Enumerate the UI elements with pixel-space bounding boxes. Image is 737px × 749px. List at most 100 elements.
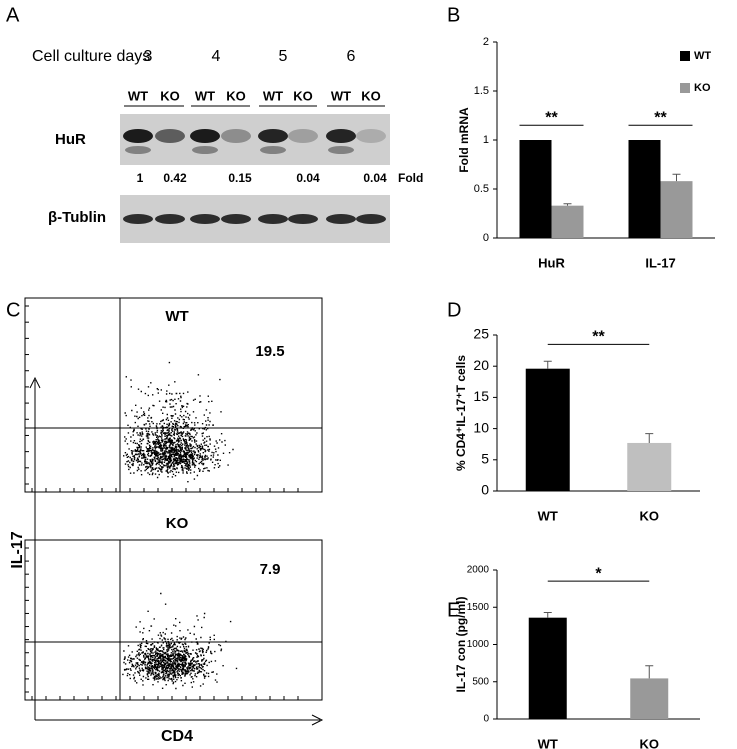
y-tick-label: 20: [473, 357, 489, 373]
y-tick-label: 25: [473, 326, 489, 342]
fold-value: 1: [137, 171, 144, 185]
fold-value: 0.15: [228, 171, 252, 185]
y-tick-label: 1: [483, 134, 489, 146]
band: [125, 146, 151, 154]
band: [258, 214, 288, 224]
error-bar: [645, 665, 654, 679]
band: [356, 214, 386, 224]
significance-mark: *: [595, 565, 602, 582]
legend-label: WT: [694, 50, 711, 62]
lane-label: WT: [331, 88, 351, 103]
band: [328, 146, 354, 154]
lane-label: WT: [128, 88, 148, 103]
bar: [519, 140, 552, 238]
day-label: 6: [347, 48, 356, 65]
error-bar: [543, 611, 552, 618]
lane-label: KO: [226, 88, 246, 103]
arrow-head: [29, 376, 41, 389]
panel-label: A: [6, 4, 20, 26]
flow-plot: [24, 297, 323, 493]
error-bar: [543, 360, 552, 369]
bar: [628, 140, 661, 238]
band-label: HuR: [55, 131, 86, 148]
x-tick-label: WT: [538, 736, 558, 749]
band: [192, 146, 218, 154]
lane-label: WT: [195, 88, 215, 103]
y-axis-label: Fold mRNA: [457, 107, 471, 173]
y-tick-label: 500: [472, 676, 489, 687]
fold-value: 0.42: [163, 171, 187, 185]
event-dots: [122, 592, 238, 690]
significance-mark: **: [654, 110, 667, 127]
y-tick-label: 10: [473, 419, 489, 435]
event-dots: [123, 361, 234, 483]
band: [190, 214, 220, 224]
panel-label: B: [447, 4, 460, 26]
band: [288, 214, 318, 224]
legend-swatch: [680, 83, 690, 93]
band: [190, 129, 220, 143]
x-tick-label: HuR: [538, 255, 565, 270]
legend-label: KO: [694, 82, 711, 94]
y-tick-label: 15: [473, 388, 489, 404]
lane-label: KO: [361, 88, 381, 103]
band: [155, 214, 185, 224]
y-axis-label: % CD4⁺IL-17⁺T cells: [454, 355, 468, 471]
y-tick-label: 0: [483, 714, 489, 725]
y-tick-label: 0: [481, 482, 489, 498]
day-label: 3: [144, 48, 153, 65]
error-bar: [672, 173, 681, 182]
bar: [660, 181, 693, 238]
y-tick-label: 0: [483, 232, 489, 244]
plot-title: KO: [166, 515, 189, 532]
legend-swatch: [680, 51, 690, 61]
x-tick-label: WT: [538, 508, 558, 523]
bar: [525, 368, 570, 491]
panel-label: D: [447, 299, 461, 321]
y-tick-label: 1.5: [474, 85, 489, 97]
day-label: 4: [212, 48, 221, 65]
axis-label: CD4: [161, 728, 193, 745]
bar: [551, 205, 584, 238]
band: [260, 146, 286, 154]
y-tick-label: 1500: [467, 602, 490, 613]
band: [221, 214, 251, 224]
y-tick-label: 2000: [467, 565, 490, 576]
arrow-head: [311, 714, 324, 726]
error-bar: [645, 433, 654, 443]
y-tick-label: 1000: [467, 639, 490, 650]
x-tick-label: KO: [640, 508, 660, 523]
quadrant-percent: 19.5: [255, 343, 284, 360]
band: [123, 129, 153, 143]
bar: [630, 678, 669, 719]
row-title: Cell culture days: [32, 48, 150, 65]
lane-label: WT: [263, 88, 283, 103]
x-tick-label: IL-17: [645, 255, 675, 270]
quadrant-percent: 7.9: [260, 561, 281, 578]
y-tick-label: 0.5: [474, 183, 489, 195]
fold-value: 0.04: [363, 171, 387, 185]
fold-value: 0.04: [296, 171, 320, 185]
band: [356, 129, 386, 143]
bar: [528, 617, 567, 719]
axis-label: IL-17: [9, 531, 26, 568]
band: [123, 214, 153, 224]
fold-unit: Fold: [398, 171, 423, 185]
day-label: 5: [279, 48, 288, 65]
band-label: β-Tublin: [48, 209, 106, 226]
significance-mark: **: [545, 110, 558, 127]
panel-label: E: [447, 599, 460, 621]
significance-mark: **: [592, 329, 605, 346]
y-tick-label: 2: [483, 36, 489, 48]
bar: [627, 442, 672, 491]
plot-title: WT: [165, 308, 188, 325]
y-tick-label: 5: [481, 451, 489, 467]
panel-label: C: [6, 299, 20, 321]
error-bar: [563, 203, 572, 206]
x-tick-label: KO: [640, 736, 660, 749]
flow-plot: [24, 539, 323, 701]
band: [155, 129, 185, 143]
band: [258, 129, 288, 143]
